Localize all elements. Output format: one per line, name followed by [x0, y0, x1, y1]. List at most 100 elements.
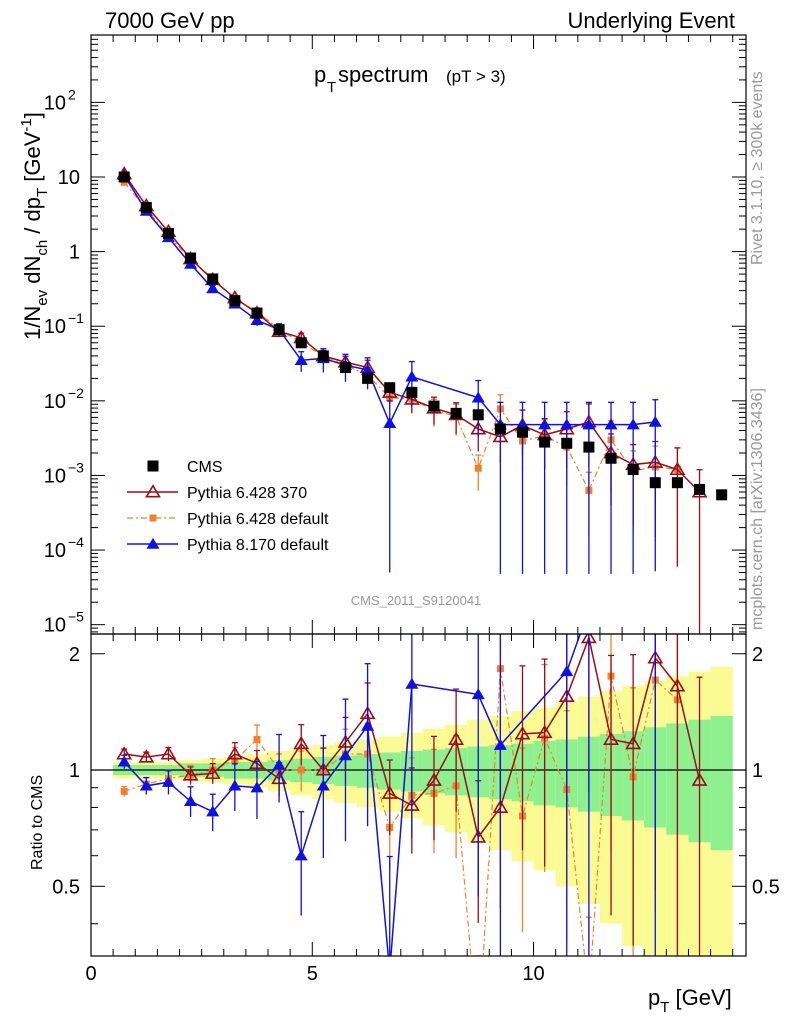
legend-item-p6_default: Pythia 6.428 default: [127, 511, 329, 528]
line-p6_370: [123, 173, 701, 493]
line-p6_default: [123, 181, 678, 492]
point-p8: [648, 415, 662, 427]
ratio-point-p6_370: [625, 735, 642, 750]
ratio-tick-label-right: 2: [752, 644, 763, 666]
x-axis-title-p: p: [648, 985, 660, 1010]
point-p6_370: [669, 461, 686, 476]
point-p8: [538, 418, 552, 430]
ratio-point-p8: [228, 779, 242, 791]
y-tick-exponent: −5: [68, 609, 84, 625]
y-tick-exponent: −2: [68, 385, 84, 401]
ratio-point-p6_default: [585, 992, 592, 999]
legend-item-cms: CMS: [147, 459, 223, 476]
y-tick-label: 10: [44, 316, 66, 338]
legend-label-p6_370: Pythia 6.428 370: [187, 485, 307, 502]
point-cms: [716, 489, 728, 501]
y-tick-exponent: 2: [68, 86, 76, 102]
point-cms: [428, 400, 440, 412]
ratio-point-p8: [161, 775, 175, 787]
ratio-point-p8: [493, 738, 507, 750]
ratio-point-p8: [361, 719, 375, 731]
point-p8: [626, 418, 640, 430]
ratio-tick-label-right: 0.5: [752, 876, 780, 898]
ratio-tick-label-right: 1: [752, 760, 763, 782]
point-cms: [207, 273, 219, 285]
legend-marker-p8: [146, 537, 160, 549]
ratio-point-p6_370: [160, 746, 177, 760]
ratio-series-p8: [117, 603, 656, 977]
x-axis-title-unit: [GeV]: [669, 985, 731, 1010]
header-left: 7000 GeV pp: [105, 8, 235, 33]
ratio-point-p8: [316, 779, 330, 791]
point-cms: [273, 324, 285, 336]
ratio-point-p8: [383, 966, 396, 977]
y-axis-title-d: [GeV: [20, 131, 45, 188]
legend-item-p8: Pythia 8.170 default: [127, 537, 329, 554]
point-p8: [604, 418, 618, 430]
legend-marker-p6_default: [149, 514, 157, 522]
ratio-point-p6_default: [120, 787, 128, 795]
ratio-point-p8: [471, 688, 485, 700]
point-p8: [294, 353, 308, 365]
ratio-tick-label-left: 2: [69, 644, 80, 666]
y-tick-exponent: −1: [68, 310, 84, 326]
point-cms: [561, 437, 573, 449]
point-cms: [494, 423, 506, 435]
x-tick-label: 5: [307, 963, 318, 985]
point-cms: [229, 295, 241, 307]
point-cms: [583, 441, 595, 453]
ratio-point-p6_370: [426, 772, 442, 786]
band-inner: [710, 716, 733, 851]
ratio-point-p8: [582, 603, 595, 614]
point-cms: [406, 386, 418, 398]
point-p8: [516, 418, 530, 430]
ratio-point-p8: [560, 665, 574, 677]
ratio-point-p8: [272, 758, 286, 770]
point-cms: [339, 361, 351, 373]
y-axis-title-sub2: ch: [34, 240, 51, 256]
point-p8: [405, 370, 419, 382]
y-axis-title-sub3: T: [34, 188, 51, 197]
y-tick-label: 10: [44, 615, 66, 637]
x-tick-label: 10: [522, 963, 544, 985]
y-tick-label: 1: [69, 242, 80, 264]
ratio-line-p6_default: [124, 668, 678, 956]
point-cms: [384, 382, 396, 394]
ratio-point-p8: [294, 849, 308, 861]
point-cms: [317, 350, 329, 362]
point-cms: [251, 307, 263, 319]
svg-text:1/Nev dNch / dpT [GeV-1]: 1/Nev dNch / dpT [GeV-1]: [18, 112, 51, 340]
ratio-point-p8: [338, 749, 352, 761]
title-main: p: [314, 62, 326, 87]
y-tick-label: 10: [44, 92, 66, 114]
ratio-point-p6_370: [138, 749, 155, 763]
point-cms: [517, 426, 529, 438]
legend-label-cms: CMS: [187, 459, 223, 476]
legend-marker-p6_370: [145, 484, 161, 498]
ratio-point-p6_default: [253, 735, 261, 743]
ratio-point-p8: [139, 779, 153, 791]
header-right: Underlying Event: [567, 8, 735, 33]
point-cms: [162, 227, 174, 239]
ratio-point-p6_370: [691, 772, 708, 786]
ratio-point-p8: [117, 755, 131, 767]
ratio-point-p6_370: [514, 726, 531, 740]
title-sub: T: [327, 79, 336, 96]
point-p8: [361, 363, 375, 375]
y-tick-exponent: −3: [68, 459, 84, 475]
ratio-point-p6_370: [669, 678, 686, 692]
point-cms: [694, 483, 706, 495]
point-p8: [560, 418, 574, 430]
y-axis-title-a: 1/N: [20, 306, 45, 340]
ratio-axis-title: Ratio to CMS: [29, 775, 46, 870]
x-axis-title: pT [GeV]: [648, 985, 732, 1016]
ratio-point-p8: [405, 677, 419, 689]
ratio-point-p8: [184, 795, 198, 806]
y-tick-label: 10: [58, 167, 80, 189]
point-p8: [206, 282, 220, 294]
legend-label-p6_default: Pythia 6.428 default: [187, 511, 329, 528]
y-tick-label: 10: [44, 540, 66, 562]
series-p6_default: [120, 178, 681, 567]
point-cms: [627, 464, 639, 476]
